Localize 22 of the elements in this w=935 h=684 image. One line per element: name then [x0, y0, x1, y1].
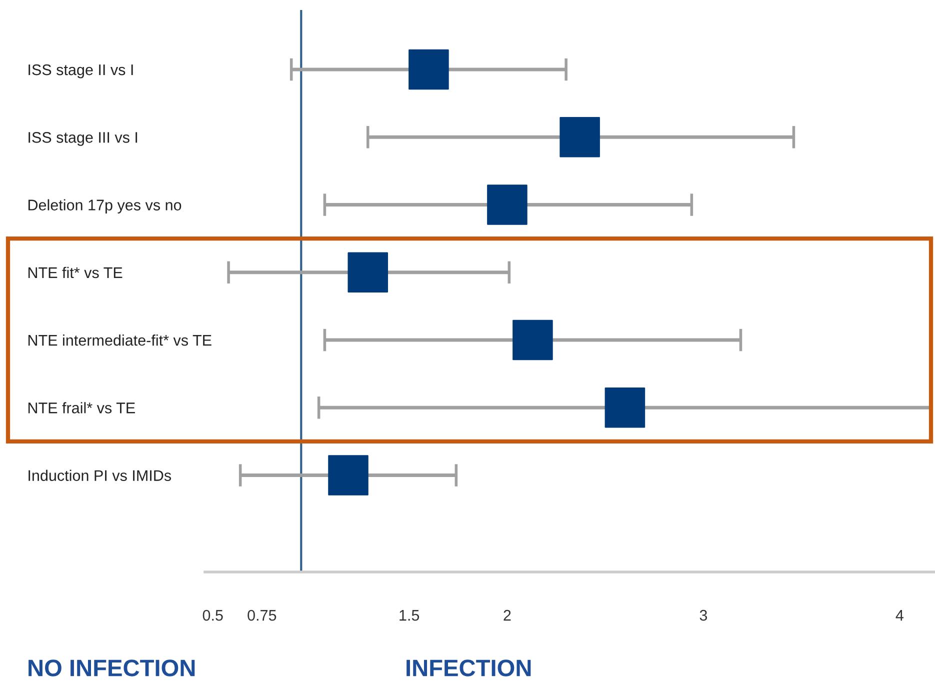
y-tick-label: ISS stage III vs I [28, 132, 138, 146]
y-tick-label: ISS stage II vs I [28, 64, 133, 78]
text: NO INFECTION [28, 660, 195, 676]
x-tick-label: 0.75 [248, 610, 276, 621]
x-tick-label: 1.5 [400, 610, 420, 621]
x-tick-label: 2 [504, 610, 511, 621]
point [487, 184, 528, 225]
point [604, 388, 646, 428]
x-tick-label: 3 [700, 610, 708, 621]
y-tick-label: Induction PI vs IMIDs [28, 470, 172, 481]
point [408, 49, 449, 90]
point [512, 320, 553, 360]
point [348, 252, 388, 293]
x-tick-label: 4 [896, 610, 904, 621]
x-tick-label: 0.5 [202, 610, 223, 621]
y-tick-label: Deletion 17p yes vs no [28, 199, 182, 214]
y-tick-label: NTE intermediate-fit* vs TE [28, 334, 212, 346]
text: INFECTION [406, 660, 531, 676]
y-tick-label: NTE fit* vs TE [28, 266, 122, 278]
y-tick-label: NTE frail* vs TE [28, 402, 135, 414]
point [328, 455, 368, 496]
point [560, 117, 600, 158]
